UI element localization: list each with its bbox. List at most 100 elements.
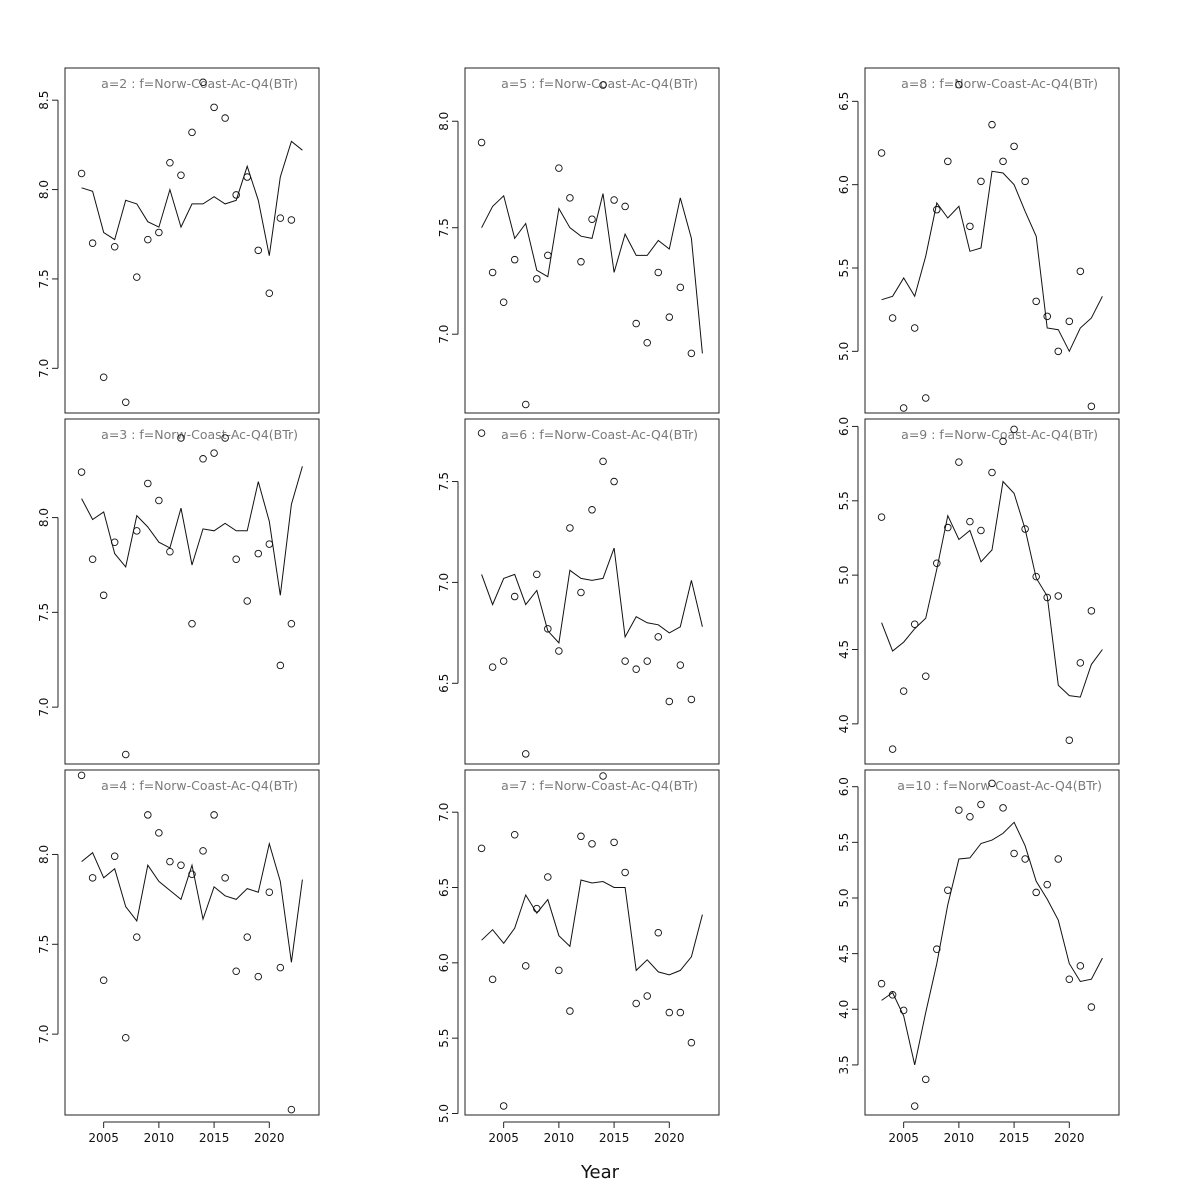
observed-point	[254, 972, 263, 981]
fitted-line	[81, 140, 303, 256]
panel-title: a=10 : f=Norw-Coast-Ac-Q4(BTr)	[897, 778, 1102, 793]
y-tick-label: 6.5	[437, 674, 451, 693]
observed-point	[610, 838, 618, 847]
y-tick-label: 8.5	[37, 91, 51, 110]
y-tick-label: 7.5	[37, 269, 51, 288]
observed-point	[199, 78, 207, 87]
panel-title: a=3 : f=Norw-Coast-Ac-Q4(BTr)	[101, 427, 298, 442]
observed-point	[232, 191, 240, 199]
y-tick-label: 5.0	[837, 342, 851, 361]
observed-point	[944, 157, 952, 166]
y-tick-label: 4.0	[837, 1000, 851, 1019]
fitted-line	[481, 547, 703, 645]
y-tick-label: 5.5	[837, 833, 851, 852]
observed-point	[544, 625, 552, 633]
observed-point	[977, 800, 985, 809]
observed-point	[243, 933, 251, 941]
x-tick-label: 2015	[999, 1131, 1030, 1145]
x-tick-label: 2020	[1054, 1131, 1085, 1145]
observed-point	[155, 228, 163, 237]
observed-point	[687, 695, 696, 704]
fitted-line	[881, 170, 1103, 353]
observed-point	[588, 506, 596, 514]
observed-point	[188, 619, 196, 628]
observed-point	[77, 169, 86, 178]
observed-point	[488, 663, 497, 671]
y-tick-label: 5.5	[837, 258, 851, 277]
plot-frame	[464, 67, 720, 414]
observed-point	[1054, 592, 1063, 600]
y-tick-label: 6.0	[837, 175, 851, 194]
observed-point	[877, 149, 886, 157]
y-tick-label: 6.5	[837, 92, 851, 111]
observed-point	[899, 1006, 908, 1015]
observed-point	[133, 273, 141, 281]
observed-point	[621, 202, 629, 211]
y-tick-label: 4.5	[837, 640, 851, 659]
y-tick-label: 5.0	[837, 566, 851, 585]
observed-point	[1021, 177, 1029, 186]
plot-frame	[64, 769, 320, 1116]
observed-point	[133, 527, 141, 535]
observed-point	[999, 157, 1007, 166]
observed-point	[899, 687, 908, 695]
observed-point	[577, 832, 585, 841]
observed-point	[177, 861, 185, 869]
observed-point	[221, 874, 229, 882]
observed-point	[899, 404, 908, 412]
observed-point	[687, 349, 696, 358]
observed-point	[588, 215, 596, 223]
observed-point	[88, 239, 97, 247]
observed-point	[254, 549, 263, 558]
observed-point	[88, 555, 97, 564]
observed-point	[888, 314, 897, 322]
observed-point	[99, 976, 108, 984]
observed-point	[966, 812, 974, 821]
fitted-line	[481, 879, 703, 976]
observed-point	[1010, 849, 1018, 858]
y-tick-label: 4.5	[837, 944, 851, 963]
observed-point	[1021, 855, 1029, 863]
y-tick-label: 7.0	[37, 1025, 51, 1044]
observed-point	[533, 275, 541, 283]
observed-point	[665, 1008, 674, 1017]
plot-frame	[464, 418, 720, 765]
observed-point	[510, 831, 519, 839]
y-tick-label: 6.5	[437, 878, 451, 897]
observed-point	[276, 963, 285, 972]
observed-point	[955, 80, 963, 89]
observed-point	[1076, 267, 1085, 276]
observed-point	[555, 164, 563, 172]
y-tick-label: 6.0	[437, 953, 451, 972]
observed-point	[221, 114, 229, 122]
observed-point	[510, 255, 519, 264]
x-tick-label: 2015	[199, 1131, 230, 1145]
observed-point	[210, 811, 218, 819]
observed-point	[232, 967, 240, 976]
plot-frame	[64, 418, 320, 765]
observed-point	[643, 992, 651, 1000]
observed-point	[933, 559, 941, 567]
fitted-line	[881, 821, 1103, 1066]
x-tick-label: 2005	[888, 1131, 919, 1145]
observed-point	[599, 772, 607, 780]
observed-point	[221, 434, 229, 442]
y-tick-label: 7.5	[437, 472, 451, 491]
observed-point	[921, 1075, 930, 1084]
observed-point	[654, 268, 663, 277]
observed-point	[88, 874, 97, 882]
y-tick-label: 5.5	[837, 491, 851, 510]
observed-point	[144, 811, 152, 819]
observed-point	[477, 138, 486, 147]
panel-title: a=4 : f=Norw-Coast-Ac-Q4(BTr)	[101, 778, 298, 793]
chart-panels: a=2 : f=Norw-Coast-Ac-Q4(BTr)7.07.58.08.…	[37, 67, 1120, 1145]
x-tick-label: 2015	[599, 1131, 630, 1145]
observed-point	[566, 194, 574, 202]
observed-point	[988, 468, 996, 477]
panel-title: a=8 : f=Norw-Coast-Ac-Q4(BTr)	[901, 76, 1098, 91]
observed-point	[121, 398, 130, 407]
observed-point	[955, 806, 963, 814]
y-tick-label: 5.0	[837, 888, 851, 907]
observed-point	[188, 870, 196, 878]
